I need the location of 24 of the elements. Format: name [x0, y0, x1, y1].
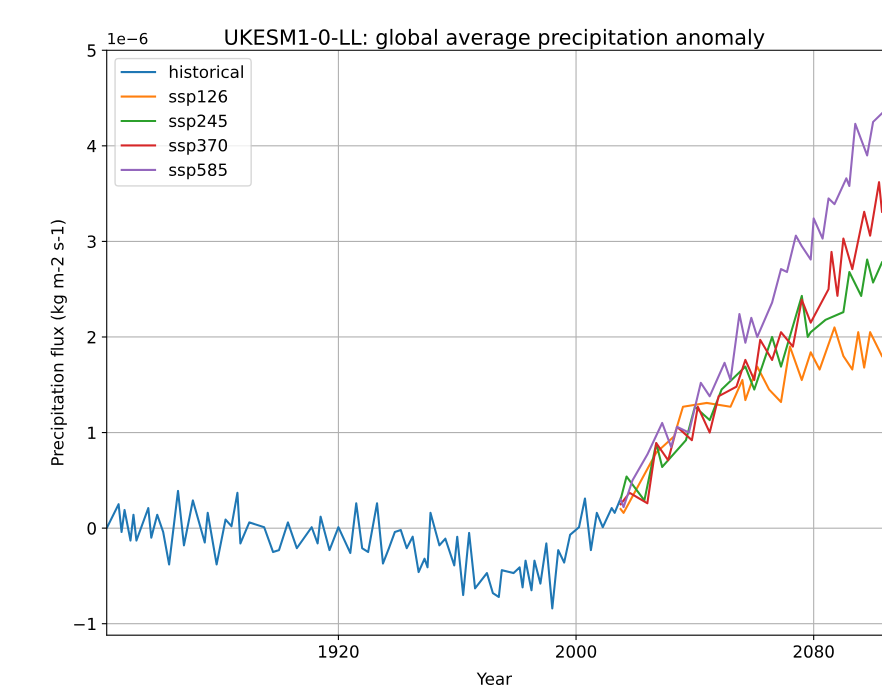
y-tick-label: 1 — [88, 426, 96, 439]
y-tick-label: 2 — [88, 330, 96, 344]
y-tick-label: 3 — [88, 235, 96, 248]
text: 1e−6 — [108, 32, 148, 44]
x-tick-label: 2080 — [794, 645, 834, 658]
legend-label: historical — [170, 65, 243, 78]
line-series — [106, 490, 622, 610]
x-tick-label: 2000 — [556, 645, 596, 658]
chart-title: UKESM1-0-LL: global average precipitation anomaly — [225, 28, 764, 50]
line-series — [620, 181, 882, 506]
line-series — [620, 326, 882, 514]
legend-label: ssp245 — [169, 114, 227, 130]
y-axis-title: Precipitation flux (kg m-2 s-1) — [50, 220, 67, 465]
y-tick-label: −1 — [74, 618, 96, 630]
line-series — [620, 258, 882, 502]
y-tick-label: 5 — [88, 44, 96, 57]
legend-label: ssp370 — [169, 138, 228, 155]
y-tick-label: 4 — [87, 140, 96, 152]
x-tick-label: 1920 — [319, 645, 359, 658]
legend-label: ssp126 — [169, 90, 228, 106]
line-series — [620, 112, 882, 508]
x-axis-title: Year — [476, 672, 512, 686]
legend-label: ssp585 — [169, 163, 227, 180]
y-tick-label: 0 — [87, 522, 96, 535]
